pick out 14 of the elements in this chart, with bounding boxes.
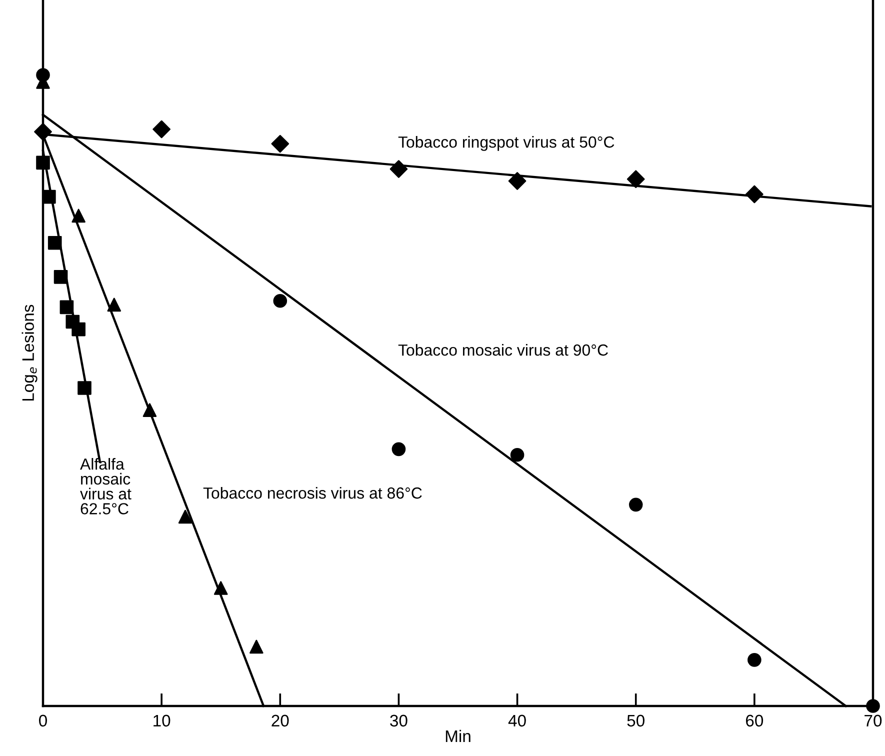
x-tick-label: 60 — [746, 714, 764, 727]
x-tick-label: 10 — [154, 714, 170, 727]
x-axis-title: Min — [446, 730, 470, 742]
x-tick-label: 50 — [627, 714, 644, 727]
annotation: Tobacco ringspot virus at 50°C — [398, 136, 614, 151]
annotation: Tobacco mosaic virus at 90°C — [398, 344, 608, 356]
x-tick-label: 40 — [508, 714, 526, 727]
x-tick-label: 70 — [864, 714, 882, 727]
annotation: Tobacco necrosis virus at 86°C — [203, 487, 422, 499]
x-tick-label: 20 — [272, 714, 289, 727]
y-axis-title: Log$_{e}$ Lesions — [22, 304, 38, 401]
annotation: Alfalfa mosaic virus at 62.5°C — [80, 458, 132, 514]
x-tick-label: 30 — [390, 714, 408, 727]
x-tick-label: 0 — [39, 714, 47, 727]
